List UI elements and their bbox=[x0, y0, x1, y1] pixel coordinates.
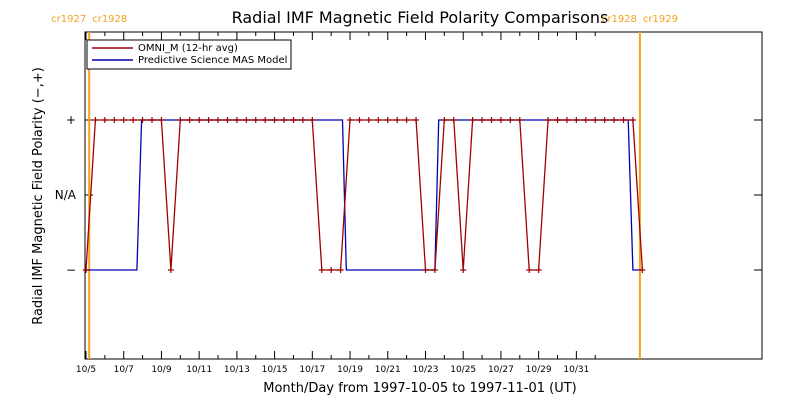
series-layer bbox=[83, 117, 646, 273]
omni-data-point bbox=[120, 117, 127, 123]
omni-data-point bbox=[545, 117, 552, 123]
omni-data-point bbox=[318, 267, 325, 273]
omni-data-point bbox=[394, 117, 401, 123]
omni-data-point bbox=[139, 117, 146, 123]
omni-data-point bbox=[431, 267, 438, 273]
omni-data-point bbox=[620, 117, 627, 123]
omni-data-point bbox=[101, 117, 108, 123]
carrington-markers: cr1927 cr1928 cr1928 cr1929 bbox=[51, 14, 678, 359]
omni-data-point bbox=[573, 117, 580, 123]
omni-data-point bbox=[639, 267, 646, 273]
x-tick-label: 10/17 bbox=[299, 365, 325, 375]
x-tick-label: 10/29 bbox=[526, 365, 552, 375]
omni-data-point bbox=[611, 117, 618, 123]
omni-data-point bbox=[205, 117, 212, 123]
x-tick-label: 10/23 bbox=[413, 365, 439, 375]
x-tick-label: 10/27 bbox=[488, 365, 514, 375]
y-tick-label: N/A bbox=[55, 188, 77, 202]
chart-title: Radial IMF Magnetic Field Polarity Compa… bbox=[232, 8, 609, 27]
omni-data-point bbox=[347, 117, 354, 123]
omni-data-point bbox=[601, 117, 608, 123]
omni-data-point bbox=[507, 117, 514, 123]
omni-data-point bbox=[92, 117, 99, 123]
omni-data-point bbox=[233, 117, 240, 123]
omni-data-point bbox=[629, 117, 636, 123]
omni-data-point bbox=[281, 117, 288, 123]
omni-data-point bbox=[356, 117, 363, 123]
omni-data-point bbox=[497, 117, 504, 123]
omni-data-point bbox=[535, 267, 542, 273]
omni-data-point bbox=[479, 117, 486, 123]
y-tick-label: − bbox=[66, 263, 76, 277]
omni-data-point bbox=[215, 117, 222, 123]
y-axis: + N/A − bbox=[55, 113, 762, 277]
omni-data-point bbox=[563, 117, 570, 123]
omni-data-point bbox=[149, 117, 156, 123]
x-tick-label: 10/7 bbox=[114, 365, 134, 375]
x-tick-label: 10/19 bbox=[337, 365, 363, 375]
omni-data-point bbox=[252, 117, 259, 123]
y-axis-title: Radial IMF Magnetic Field Polarity (−,+) bbox=[31, 67, 46, 325]
x-tick-label: 10/25 bbox=[450, 365, 476, 375]
omni-data-point bbox=[422, 267, 429, 273]
legend: OMNI_M (12-hr avg) Predictive Science MA… bbox=[86, 39, 292, 70]
legend-box bbox=[86, 39, 292, 70]
omni-data-point bbox=[384, 117, 391, 123]
omni-data-point bbox=[328, 267, 335, 273]
omni-data-point bbox=[365, 117, 372, 123]
x-axis-title: Month/Day from 1997-10-05 to 1997-11-01 … bbox=[263, 381, 576, 396]
omni-data-point bbox=[413, 117, 420, 123]
legend-label-omni: OMNI_M (12-hr avg) bbox=[138, 43, 238, 54]
omni-data-point bbox=[186, 117, 193, 123]
carrington-label-after: cr1928 bbox=[92, 14, 127, 25]
omni-data-point bbox=[375, 117, 382, 123]
omni-data-point bbox=[196, 117, 203, 123]
legend-label-mas: Predictive Science MAS Model bbox=[138, 55, 287, 66]
omni-data-point bbox=[450, 117, 457, 123]
x-tick-label: 10/13 bbox=[224, 365, 250, 375]
carrington-label-before: cr1927 bbox=[51, 14, 86, 25]
x-tick-label: 10/9 bbox=[151, 365, 171, 375]
omni-data-point bbox=[130, 117, 137, 123]
omni-data-point bbox=[111, 117, 118, 123]
omni-data-point bbox=[243, 117, 250, 123]
omni-data-point bbox=[526, 267, 533, 273]
x-tick-label: 10/31 bbox=[563, 365, 589, 375]
y-tick-label: + bbox=[66, 113, 76, 127]
x-tick-label: 10/11 bbox=[186, 365, 212, 375]
omni-data-point bbox=[158, 117, 165, 123]
omni-data-point bbox=[309, 117, 316, 123]
omni-data-point bbox=[488, 117, 495, 123]
omni-data-point bbox=[177, 117, 184, 123]
omni-data-point bbox=[337, 267, 344, 273]
omni-data-point bbox=[290, 117, 297, 123]
omni-data-point bbox=[554, 117, 561, 123]
x-tick-label: 10/5 bbox=[76, 365, 96, 375]
omni-data-point bbox=[592, 117, 599, 123]
omni-data-point bbox=[83, 267, 89, 273]
x-tick-label: 10/21 bbox=[375, 365, 401, 375]
carrington-label-before: cr1928 bbox=[602, 14, 637, 25]
omni-data-point bbox=[167, 267, 174, 273]
omni-data-point bbox=[582, 117, 589, 123]
omni-data-point bbox=[460, 267, 467, 273]
x-tick-label: 10/15 bbox=[262, 365, 288, 375]
omni-data-point bbox=[299, 117, 306, 123]
omni-data-point bbox=[516, 117, 523, 123]
mas-model-polarity-line bbox=[86, 119, 643, 271]
omni-data-point bbox=[271, 117, 278, 123]
omni-data-point bbox=[469, 117, 476, 123]
omni-data-point bbox=[262, 117, 269, 123]
carrington-label-after: cr1929 bbox=[643, 14, 678, 25]
x-axis: 10/5 10/7 10/9 10/11 10/13 10/15 10/17 10/19 10/… bbox=[76, 32, 596, 375]
omni-data-point bbox=[403, 117, 410, 123]
omni-data-point bbox=[441, 117, 448, 123]
omni-data-point bbox=[224, 117, 231, 123]
